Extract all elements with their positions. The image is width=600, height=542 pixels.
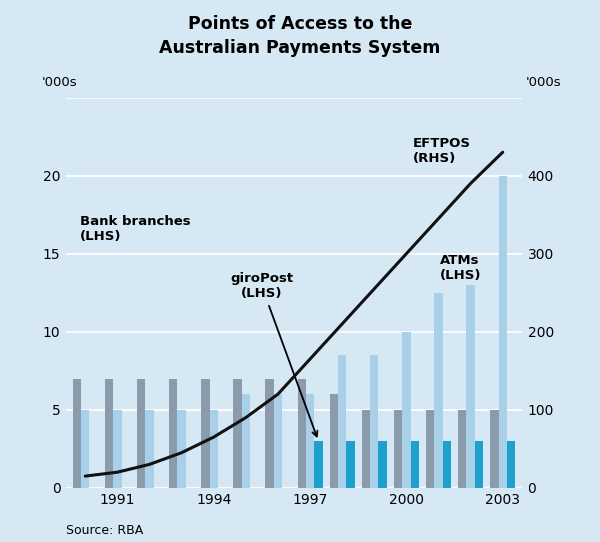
- Bar: [434, 293, 443, 488]
- Bar: [73, 378, 81, 488]
- Text: Source: RBA: Source: RBA: [66, 524, 143, 537]
- Bar: [426, 410, 434, 488]
- Text: giroPost
(LHS): giroPost (LHS): [230, 273, 317, 436]
- Bar: [466, 285, 475, 488]
- Text: '000s: '000s: [526, 76, 561, 89]
- Bar: [314, 441, 323, 488]
- Bar: [145, 410, 154, 488]
- Bar: [402, 332, 410, 488]
- Bar: [475, 441, 483, 488]
- Bar: [410, 441, 419, 488]
- Bar: [265, 378, 274, 488]
- Bar: [346, 441, 355, 488]
- Bar: [201, 378, 209, 488]
- Text: Points of Access to the
Australian Payments System: Points of Access to the Australian Payme…: [160, 15, 440, 57]
- Bar: [298, 378, 306, 488]
- Bar: [81, 410, 89, 488]
- Bar: [113, 410, 122, 488]
- Bar: [169, 378, 178, 488]
- Text: ATMs
(LHS): ATMs (LHS): [440, 254, 481, 282]
- Bar: [338, 355, 346, 488]
- Bar: [362, 410, 370, 488]
- Bar: [105, 378, 113, 488]
- Bar: [329, 394, 338, 488]
- Bar: [394, 410, 402, 488]
- Text: '000s: '000s: [42, 76, 77, 89]
- Bar: [178, 410, 186, 488]
- Text: EFTPOS
(RHS): EFTPOS (RHS): [413, 137, 470, 165]
- Bar: [499, 176, 507, 488]
- Bar: [379, 441, 387, 488]
- Bar: [458, 410, 466, 488]
- Bar: [507, 441, 515, 488]
- Bar: [209, 410, 218, 488]
- Bar: [443, 441, 451, 488]
- Bar: [137, 378, 145, 488]
- Bar: [490, 410, 499, 488]
- Bar: [306, 394, 314, 488]
- Bar: [233, 378, 242, 488]
- Bar: [370, 355, 379, 488]
- Bar: [274, 394, 282, 488]
- Text: Bank branches
(LHS): Bank branches (LHS): [80, 215, 190, 243]
- Bar: [242, 394, 250, 488]
